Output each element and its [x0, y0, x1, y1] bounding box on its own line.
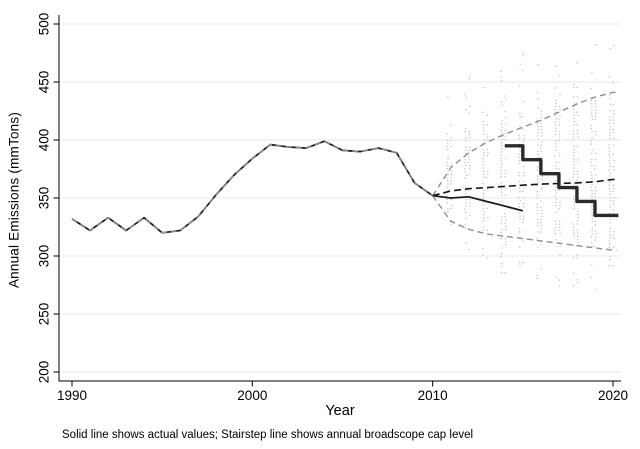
chart-footnote: Solid line shows actual values; Stairste…	[62, 429, 474, 441]
y-tick-label-250: 250	[37, 303, 52, 326]
series-forecast-lower-band	[432, 195, 617, 251]
series-insample-fit-overlay	[71, 140, 434, 234]
y-tick-label-450: 450	[37, 71, 52, 94]
series-broadscope-cap-stairstep	[504, 144, 619, 218]
y-tick-label-350: 350	[37, 187, 52, 210]
y-tick-label-200: 200	[37, 361, 52, 384]
x-axis-title: Year	[325, 403, 355, 419]
x-tick-label-2020: 2020	[598, 388, 628, 403]
series-forecast-upper-band	[432, 91, 617, 197]
x-tick-label-2010: 2010	[418, 388, 448, 403]
axis-frame	[58, 15, 621, 382]
axes: 200 250 300 350 400 450 500 1990 2000 2010 2020	[37, 13, 629, 403]
y-tick-label-400: 400	[37, 129, 52, 152]
series-actual-emissions	[71, 140, 524, 234]
x-tick-label-2000: 2000	[237, 388, 267, 403]
series-lines	[71, 91, 619, 251]
y-tick-label-300: 300	[37, 245, 52, 268]
series-forecast-central	[432, 178, 619, 197]
simulation-dot-columns	[446, 44, 616, 291]
gridlines	[59, 23, 621, 373]
y-axis-title: Annual Emissions (mmTons)	[6, 111, 22, 289]
x-tick-label-1990: 1990	[57, 388, 87, 403]
y-tick-label-500: 500	[37, 13, 52, 36]
